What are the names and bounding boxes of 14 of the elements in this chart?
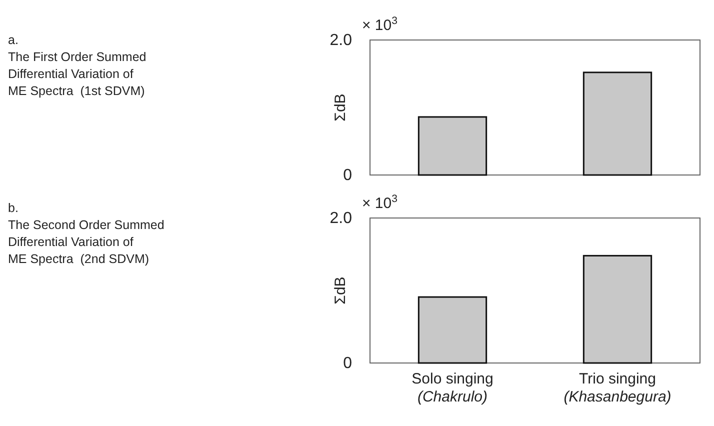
text: The First Order Summed Differential Variation of ME Spectra (1st SDVM) [8, 50, 146, 98]
text: The Second Order Summed Differential Variation of ME Spectra (2nd SDVM) [8, 218, 164, 266]
text: × 10$^{3}$ [362, 193, 398, 212]
y-tick-label: 2.0 [330, 32, 352, 50]
y-tick-label: 0 [343, 167, 352, 184]
text: b. [8, 201, 18, 215]
text: × 10$^{3}$ [362, 15, 398, 34]
x-tick-label: Solo singing (Chakrulo) [412, 370, 494, 406]
y-tick-label: 0 [343, 355, 352, 372]
y-axis-title: ΣdB [332, 94, 349, 122]
text: a. [8, 33, 18, 47]
x-tick-label: Trio singing (Khasanbegura) [564, 370, 672, 406]
y-axis-title: ΣdB [332, 276, 349, 304]
y-tick-label: 2.0 [330, 210, 352, 228]
